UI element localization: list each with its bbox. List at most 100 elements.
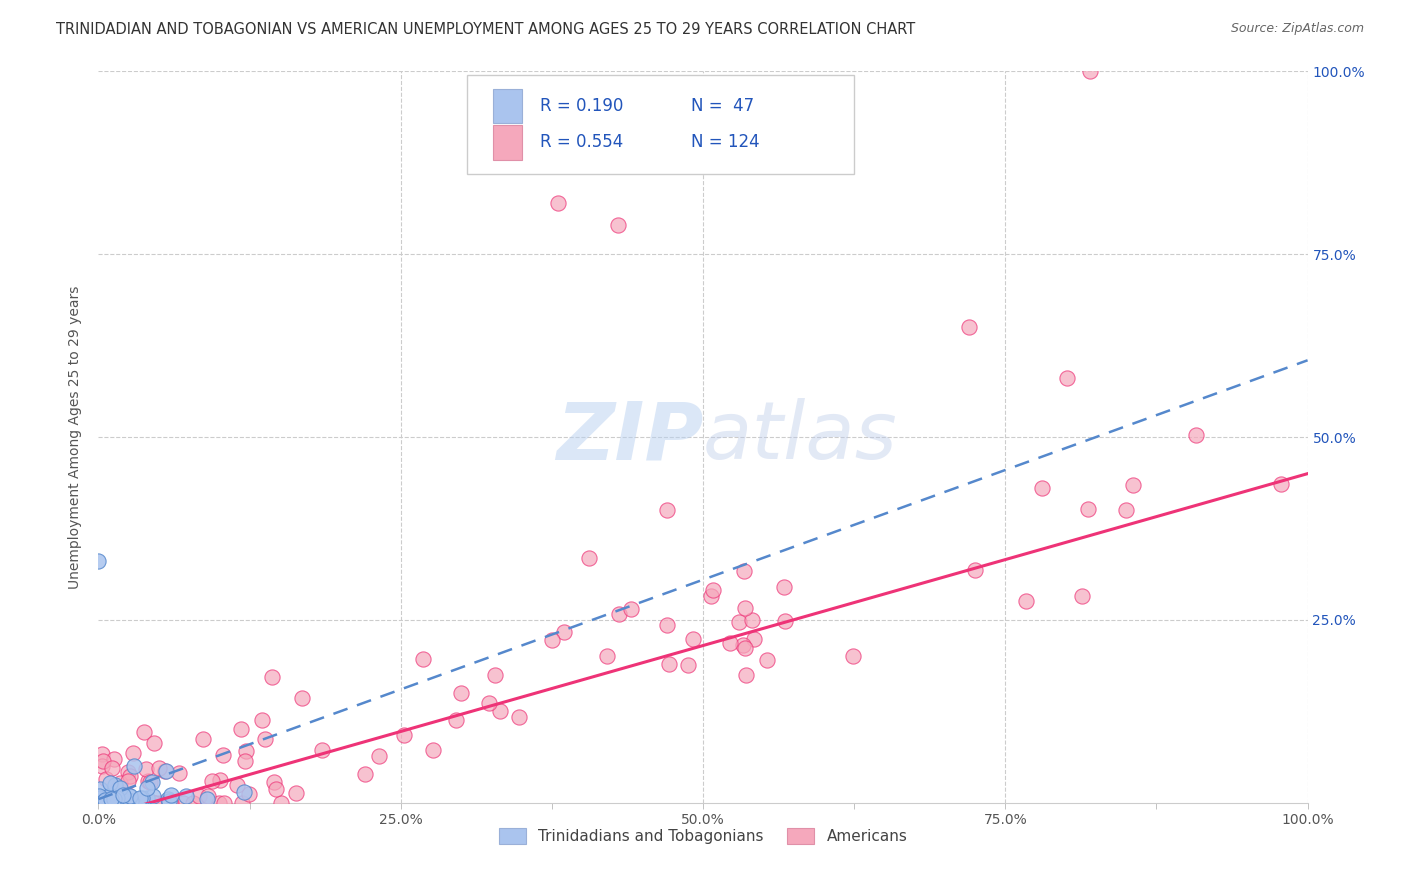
Point <box>727 615 749 629</box>
Point <box>270 796 292 810</box>
Point <box>91 796 114 810</box>
Point <box>104 778 127 792</box>
Point <box>263 775 285 789</box>
Point <box>488 704 510 718</box>
Point <box>1070 589 1092 603</box>
Point <box>755 653 778 667</box>
Point <box>450 686 472 700</box>
Point <box>1077 501 1099 516</box>
Point <box>93 792 115 806</box>
Point <box>104 796 127 810</box>
Text: N =  47: N = 47 <box>690 96 754 115</box>
Point <box>97 789 120 804</box>
Point <box>145 796 167 810</box>
Point <box>172 796 194 810</box>
Point <box>159 796 181 810</box>
Point <box>87 796 110 810</box>
Point <box>131 796 153 810</box>
Point <box>595 649 617 664</box>
Point <box>128 796 150 810</box>
Point <box>108 784 131 798</box>
Text: R = 0.190: R = 0.190 <box>540 96 623 115</box>
Point <box>105 787 128 801</box>
Point <box>1122 478 1144 492</box>
Point <box>110 796 132 810</box>
Point <box>132 796 155 810</box>
Point <box>232 785 254 799</box>
Point <box>142 789 165 803</box>
Point <box>101 796 124 810</box>
Point <box>89 796 111 810</box>
Point <box>98 789 121 804</box>
Point <box>484 667 506 681</box>
Point <box>117 765 139 780</box>
Point <box>155 764 177 778</box>
Point <box>181 796 204 810</box>
Point <box>100 788 122 802</box>
Point <box>1115 503 1137 517</box>
Point <box>658 657 681 671</box>
Y-axis label: Unemployment Among Ages 25 to 29 years: Unemployment Among Ages 25 to 29 years <box>69 285 83 589</box>
Point <box>262 669 284 683</box>
Point <box>422 743 444 757</box>
Point <box>118 789 141 803</box>
Point <box>148 761 170 775</box>
Point <box>607 218 630 232</box>
Point <box>101 789 124 803</box>
Point <box>122 759 145 773</box>
Point <box>136 773 159 788</box>
Point <box>111 793 134 807</box>
Point <box>620 602 643 616</box>
Point <box>100 793 122 807</box>
FancyBboxPatch shape <box>467 75 855 174</box>
Point <box>195 792 218 806</box>
Point <box>187 789 209 803</box>
Text: R = 0.554: R = 0.554 <box>540 133 623 152</box>
Point <box>718 635 741 649</box>
Point <box>156 792 179 806</box>
Point <box>1031 481 1053 495</box>
Point <box>108 776 131 790</box>
Point <box>93 754 115 768</box>
Point <box>842 649 865 664</box>
Point <box>105 791 128 805</box>
Point <box>100 792 122 806</box>
Point <box>131 790 153 805</box>
FancyBboxPatch shape <box>492 89 522 123</box>
Point <box>157 794 180 808</box>
Point <box>744 632 766 646</box>
Point <box>87 789 110 803</box>
Point <box>191 731 214 746</box>
Point <box>957 320 980 334</box>
Text: atlas: atlas <box>703 398 898 476</box>
Point <box>105 796 128 810</box>
Point <box>176 789 198 803</box>
Point <box>702 583 724 598</box>
Point <box>508 709 530 723</box>
Point <box>91 795 114 809</box>
Point <box>98 789 121 803</box>
Point <box>212 747 235 762</box>
Point <box>478 696 501 710</box>
Point <box>311 743 333 757</box>
Point <box>117 773 139 788</box>
Point <box>291 690 314 705</box>
Point <box>101 796 124 810</box>
Point <box>284 786 307 800</box>
Point <box>197 789 219 803</box>
Point <box>772 580 794 594</box>
Point <box>676 658 699 673</box>
Point <box>110 780 132 795</box>
Point <box>149 796 172 810</box>
Point <box>159 796 181 810</box>
Point <box>103 752 125 766</box>
Point <box>208 772 231 787</box>
Point <box>96 796 118 810</box>
Point <box>231 796 253 810</box>
Text: TRINIDADIAN AND TOBAGONIAN VS AMERICAN UNEMPLOYMENT AMONG AGES 25 TO 29 YEARS CO: TRINIDADIAN AND TOBAGONIAN VS AMERICAN U… <box>56 22 915 37</box>
Point <box>734 600 756 615</box>
Point <box>734 640 756 655</box>
Point <box>773 614 796 628</box>
FancyBboxPatch shape <box>492 126 522 160</box>
Point <box>392 728 415 742</box>
